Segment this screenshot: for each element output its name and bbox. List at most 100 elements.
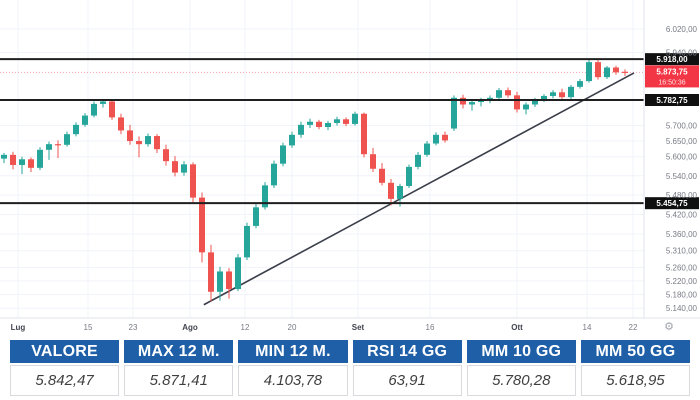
y-tick-label[interactable]: 6.020,00 [666,25,698,34]
candlestick [298,124,304,135]
y-tick-label[interactable]: 5.360,00 [666,230,698,239]
summary-value: 5.618,95 [580,365,691,396]
candlestick [361,113,367,155]
candlestick [136,141,142,145]
x-tick-label[interactable]: Lug [11,323,26,332]
trend-line[interactable] [203,72,635,306]
x-tick-label[interactable]: 12 [241,323,250,332]
candlestick [469,102,475,105]
y-tick-label[interactable]: 5.140,00 [666,304,698,313]
candlestick [289,134,295,146]
level-label-box [645,94,699,106]
candlestick [28,159,34,168]
candlestick [316,121,322,128]
candlestick [190,164,196,198]
x-tick-label[interactable]: 14 [583,323,592,332]
candlestick [262,185,268,208]
y-tick-label[interactable]: 5.180,00 [666,291,698,300]
candlestick [235,257,241,290]
candlestick [118,117,124,131]
summary-col-rsi-14: RSI 14 GG 63,91 [352,340,462,396]
candlestick [586,62,592,82]
candlestick [208,252,214,292]
candlestick [388,182,394,199]
level-label: 5.454,75 [656,199,688,208]
candlestick [415,154,421,167]
candlestick [505,90,511,96]
summary-col-mm-50: MM 50 GG 5.618,95 [580,340,691,396]
summary-header: MIN 12 M. [238,340,348,363]
candlestick [523,104,529,110]
price-chart[interactable]: 5.918,00 5.782,75 5.454,75 5.873,75 16:50:36… [0,0,700,338]
x-tick-label[interactable]: 22 [629,323,638,332]
candlestick [172,161,178,173]
candlestick [325,122,331,128]
y-tick-label[interactable]: 5.220,00 [666,277,698,286]
x-tick-label[interactable]: 23 [129,323,138,332]
x-tick-label[interactable]: 15 [84,323,93,332]
candlestick [568,86,574,98]
y-tick-label[interactable]: 5.480,00 [666,191,698,200]
summary-col-min-12m: MIN 12 M. 4.103,78 [238,340,348,396]
candlestick [442,134,448,141]
candlestick [1,154,7,159]
candlestick [334,119,340,123]
candlestick [64,134,70,145]
candlestick [406,166,412,187]
candlestick [451,97,457,129]
level-label-box [645,197,699,210]
level-label: 5.782,75 [656,96,688,105]
candlestick [199,197,205,253]
candlestick [154,136,160,150]
candlestick [424,143,430,155]
y-tick-label[interactable]: 5.420,00 [666,210,698,219]
candlestick [226,271,232,290]
level-label: 5.918,00 [656,55,688,64]
x-tick-label[interactable]: 20 [288,323,297,332]
last-price-countdown: 16:50:36 [658,79,685,86]
summary-value: 5.780,28 [466,365,576,396]
x-tick-label[interactable]: Ott [511,323,523,332]
y-tick-label[interactable]: 5.310,00 [666,247,698,256]
candlestick [127,130,133,142]
y-tick-label[interactable]: 5.260,00 [666,263,698,272]
summary-value: 5.842,47 [10,365,120,396]
candlestick [82,115,88,125]
candlestick [253,207,259,226]
x-tick-label[interactable]: 16 [426,323,435,332]
candlestick [271,163,277,186]
summary-header: MM 10 GG [466,340,576,363]
y-tick-label[interactable]: 5.540,00 [666,172,698,181]
candlestick [244,225,250,258]
x-tick-label[interactable]: Ago [182,323,198,332]
candlestick [613,67,619,73]
summary-value: 4.103,78 [238,365,348,396]
candlestick [514,95,520,110]
candlestick [19,159,25,165]
candlestick [460,97,466,105]
last-price-label: 5.873,75 [656,67,688,76]
candlestick [37,149,43,168]
candlestick [604,67,610,78]
y-tick-label[interactable]: 5.940,00 [666,49,698,58]
candlestick [343,119,349,124]
candlestick [55,144,61,146]
settings-gear-icon[interactable]: ⚙ [664,321,674,333]
summary-header: RSI 14 GG [352,340,462,363]
last-price-label-box [645,65,699,88]
summary-value: 5.871,41 [124,365,234,396]
candlestick [109,101,115,118]
summary-header: MAX 12 M. [124,340,234,363]
y-tick-label[interactable]: 5.700,00 [666,121,698,130]
summary-col-valore: VALORE 5.842,47 [10,340,120,396]
candlestick [577,81,583,87]
y-tick-label[interactable]: 5.650,00 [666,137,698,146]
candlestick [532,99,538,105]
candlestick [622,71,628,73]
y-tick-label[interactable]: 5.600,00 [666,153,698,162]
x-tick-label[interactable]: Set [352,323,365,332]
candlestick [145,136,151,145]
candlestick [496,90,502,98]
candlestick [91,103,97,116]
